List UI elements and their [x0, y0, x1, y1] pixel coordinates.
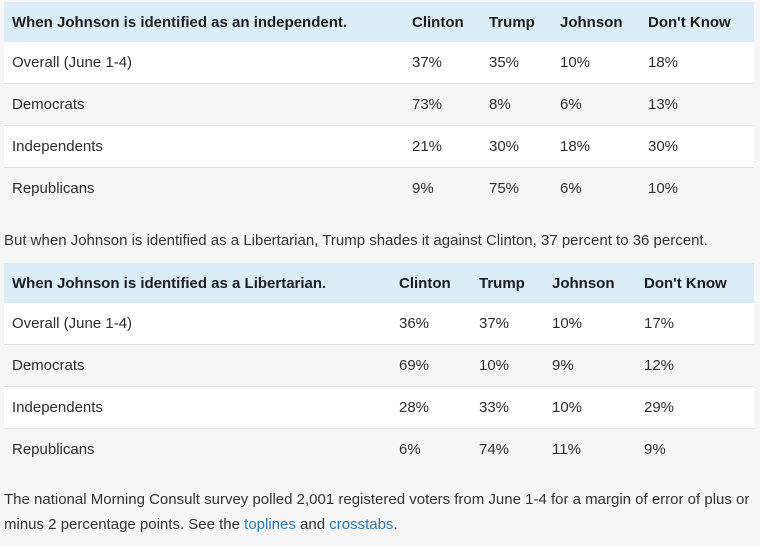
table-caption: When Johnson is identified as an indepen…: [4, 2, 404, 42]
cell-johnson: 11%: [544, 428, 636, 470]
table-row: Democrats 69% 10% 9% 12%: [4, 344, 754, 387]
cell-trump: 30%: [481, 125, 552, 168]
cell-trump: 8%: [481, 83, 552, 126]
cell-trump: 10%: [471, 344, 544, 387]
cell-johnson: 6%: [552, 167, 640, 209]
table-row: Overall (June 1-4) 36% 37% 10% 17%: [4, 303, 754, 345]
table-row: Independents 21% 30% 18% 30%: [4, 125, 754, 168]
table-row: Republicans 9% 75% 6% 10%: [4, 167, 754, 209]
row-label: Democrats: [4, 344, 391, 387]
table-row: Independents 28% 33% 10% 29%: [4, 386, 754, 429]
table-row: Overall (June 1-4) 37% 35% 10% 18%: [4, 42, 754, 84]
row-label: Democrats: [4, 83, 404, 126]
body-paragraph: But when Johnson is identified as a Libe…: [4, 232, 708, 249]
crosstabs-link[interactable]: crosstabs: [329, 516, 394, 533]
cell-trump: 35%: [481, 42, 552, 84]
row-label: Republicans: [4, 428, 391, 470]
col-header-dont-know: Don't Know: [640, 2, 754, 42]
source-text: The national Morning Consult survey poll…: [4, 491, 750, 533]
cell-dont-know: 18%: [640, 42, 754, 84]
cell-dont-know: 10%: [640, 167, 754, 209]
cell-trump: 75%: [481, 167, 552, 209]
table-caption: When Johnson is identified as a Libertar…: [4, 263, 391, 303]
cell-dont-know: 17%: [636, 303, 754, 345]
poll-table-libertarian: When Johnson is identified as a Libertar…: [4, 263, 754, 470]
cell-trump: 33%: [471, 386, 544, 429]
col-header-clinton: Clinton: [391, 263, 471, 303]
row-label: Independents: [4, 386, 391, 429]
table-header-row: When Johnson is identified as an indepen…: [4, 2, 754, 42]
cell-johnson: 10%: [544, 303, 636, 345]
table-row: Democrats 73% 8% 6% 13%: [4, 83, 754, 126]
cell-johnson: 9%: [544, 344, 636, 387]
cell-clinton: 37%: [404, 42, 481, 84]
cell-johnson: 10%: [552, 42, 640, 84]
row-label: Independents: [4, 125, 404, 168]
cell-clinton: 73%: [404, 83, 481, 126]
poll-table-independent: When Johnson is identified as an indepen…: [4, 2, 754, 209]
source-paragraph: The national Morning Consult survey poll…: [4, 487, 754, 537]
row-label: Overall (June 1-4): [4, 42, 404, 84]
row-label: Republicans: [4, 167, 404, 209]
cell-dont-know: 12%: [636, 344, 754, 387]
table-row: Republicans 6% 74% 11% 9%: [4, 428, 754, 470]
col-header-clinton: Clinton: [404, 2, 481, 42]
col-header-johnson: Johnson: [544, 263, 636, 303]
row-label: Overall (June 1-4): [4, 303, 391, 345]
cell-dont-know: 30%: [640, 125, 754, 168]
cell-clinton: 36%: [391, 303, 471, 345]
col-header-johnson: Johnson: [552, 2, 640, 42]
cell-clinton: 28%: [391, 386, 471, 429]
cell-clinton: 21%: [404, 125, 481, 168]
cell-johnson: 18%: [552, 125, 640, 168]
cell-johnson: 6%: [552, 83, 640, 126]
cell-clinton: 6%: [391, 428, 471, 470]
cell-trump: 74%: [471, 428, 544, 470]
cell-dont-know: 29%: [636, 386, 754, 429]
cell-johnson: 10%: [544, 386, 636, 429]
toplines-link[interactable]: toplines: [244, 516, 296, 533]
col-header-trump: Trump: [481, 2, 552, 42]
cell-clinton: 9%: [404, 167, 481, 209]
source-text-between: and: [295, 516, 330, 533]
col-header-dont-know: Don't Know: [636, 263, 754, 303]
cell-dont-know: 9%: [636, 428, 754, 470]
table-header-row: When Johnson is identified as a Libertar…: [4, 263, 754, 303]
col-header-trump: Trump: [471, 263, 544, 303]
cell-clinton: 69%: [391, 344, 471, 387]
cell-trump: 37%: [471, 303, 544, 345]
cell-dont-know: 13%: [640, 83, 754, 126]
source-text-end: .: [393, 516, 398, 533]
